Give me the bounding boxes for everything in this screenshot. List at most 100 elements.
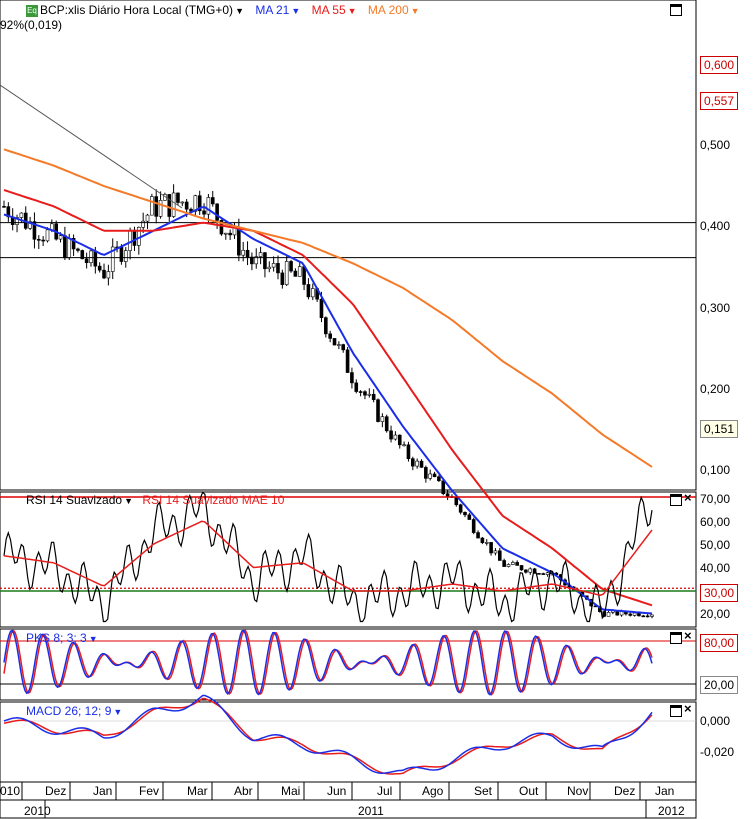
month-label-mar: Mar [187,784,208,798]
candle-body-49 [215,203,219,221]
pks-signal-line [3,629,653,696]
close-macd-icon[interactable]: × [684,701,692,716]
candle-body-23 [102,269,106,279]
rsi-tick-60: 60,00 [700,515,731,529]
candle-body-82 [358,391,363,393]
month-label-mai: Mai [281,784,301,798]
candle-body-6 [28,221,32,229]
pks-line [3,629,653,696]
month-label-dez2: Dez [614,784,636,798]
candle-body-48 [210,197,215,205]
candle-body-100 [437,476,441,482]
maximize-rsi-panel-button[interactable] [670,494,682,506]
rsi-signal-line [3,520,653,596]
candlestick-series [2,184,654,619]
candle-body-27 [119,246,124,262]
ma21-label[interactable]: MA 21 [255,3,290,17]
pks-panel-frame [0,628,697,701]
candle-body-34 [150,196,154,216]
year-label-2011: 2011 [358,804,384,818]
candle-body-115 [502,560,506,567]
candle-body-10 [45,229,50,242]
candle-body-47 [206,197,211,215]
candle-body-78 [341,344,346,351]
candle-body-32 [141,220,145,228]
pks-title[interactable]: PKS 8; 3; 3 [26,631,87,645]
candle-body-40 [176,192,180,203]
maximize-pks-panel-button[interactable] [670,632,682,644]
candle-body-109 [476,532,480,539]
close-pks-icon[interactable]: × [684,628,692,643]
candle-body-21 [93,250,98,267]
ma55-label[interactable]: MA 55 [311,3,346,17]
candle-body-86 [376,399,380,422]
ma200-label[interactable]: MA 200 [367,3,409,17]
month-label-jul: Jul [377,784,393,798]
candle-body-57 [250,256,254,265]
ma21-dropdown-icon[interactable]: ▼ [291,6,301,16]
month-label-out: Out [519,784,539,798]
candle-body-45 [197,195,202,212]
candle-body-95 [415,460,419,467]
candle-body-28 [123,250,128,262]
macd-dropdown-icon[interactable]: ▼ [113,707,123,717]
candle-body-8 [36,239,41,241]
candle-body-111 [484,542,489,544]
rsi-title[interactable]: RSI 14 Suavizado [26,493,123,507]
candle-body-81 [354,382,359,392]
candle-body-73 [319,298,324,318]
pks-panel-header: PKS 8; 3; 3 ▼ [26,631,98,645]
ma55-dropdown-icon[interactable]: ▼ [347,6,357,16]
candle-body-70 [306,284,311,298]
rsi-dropdown-icon[interactable]: ▼ [124,496,133,506]
candle-body-101 [441,480,446,494]
candle-body-71 [310,288,315,298]
candle-body-52 [228,232,232,236]
candle-body-104 [454,497,459,506]
candle-body-80 [350,372,354,384]
pks-dropdown-icon[interactable]: ▼ [88,634,98,644]
candle-body-79 [345,349,350,373]
candle-body-54 [237,227,241,256]
candle-body-61 [267,266,272,270]
candle-body-68 [297,266,302,277]
maximize-macd-panel-button[interactable] [670,705,682,717]
candle-body-24 [106,271,111,279]
candle-body-67 [293,270,298,277]
rsi-tick-30: 30,00 [700,584,739,602]
macd-panel-header: MACD 26; 12; 9 ▼ [26,704,122,718]
instrument-title[interactable]: BCP:xlis Diário Hora Local (TMG+0) [40,3,234,17]
candle-body-120 [524,569,528,573]
candle-body-96 [419,460,424,468]
candle-body-0 [2,206,6,208]
candle-body-99 [432,473,437,478]
rsi-panel-frame [0,491,697,628]
price-tick-0400: 0,400 [700,219,731,233]
macd-title[interactable]: MACD 26; 12; 9 [26,704,112,718]
month-label-set: Set [474,784,493,798]
candle-body-14 [63,235,67,259]
candle-body-98 [428,473,433,479]
ma200-dropdown-icon[interactable]: ▼ [410,6,420,16]
current-price-badge: 0,151 [700,420,739,438]
rsi-signal-title[interactable]: RSI 14 Suavizado MAE 10 [142,493,285,507]
candle-body-102 [445,493,450,497]
left-note: 92%(0,019) [0,18,63,32]
candle-body-123 [537,573,541,575]
candle-body-110 [480,537,485,543]
candle-body-63 [276,263,280,274]
candle-body-105 [458,504,463,513]
dropdown-arrow-icon[interactable]: ▼ [235,6,244,16]
candle-body-148 [645,615,650,618]
rsi-tick-40: 40,00 [700,561,731,575]
candle-body-60 [263,252,267,270]
close-rsi-icon[interactable]: × [684,490,692,505]
level-low-badge: 0,557 [700,92,739,110]
candle-body-51 [223,232,228,235]
macd-tick-neg002: -0,020 [700,745,735,759]
candle-body-116 [506,564,511,567]
month-label-dez: Dez [45,784,67,798]
candle-body-88 [384,416,389,432]
maximize-price-panel-button[interactable] [670,4,682,16]
candle-body-58 [254,256,259,265]
